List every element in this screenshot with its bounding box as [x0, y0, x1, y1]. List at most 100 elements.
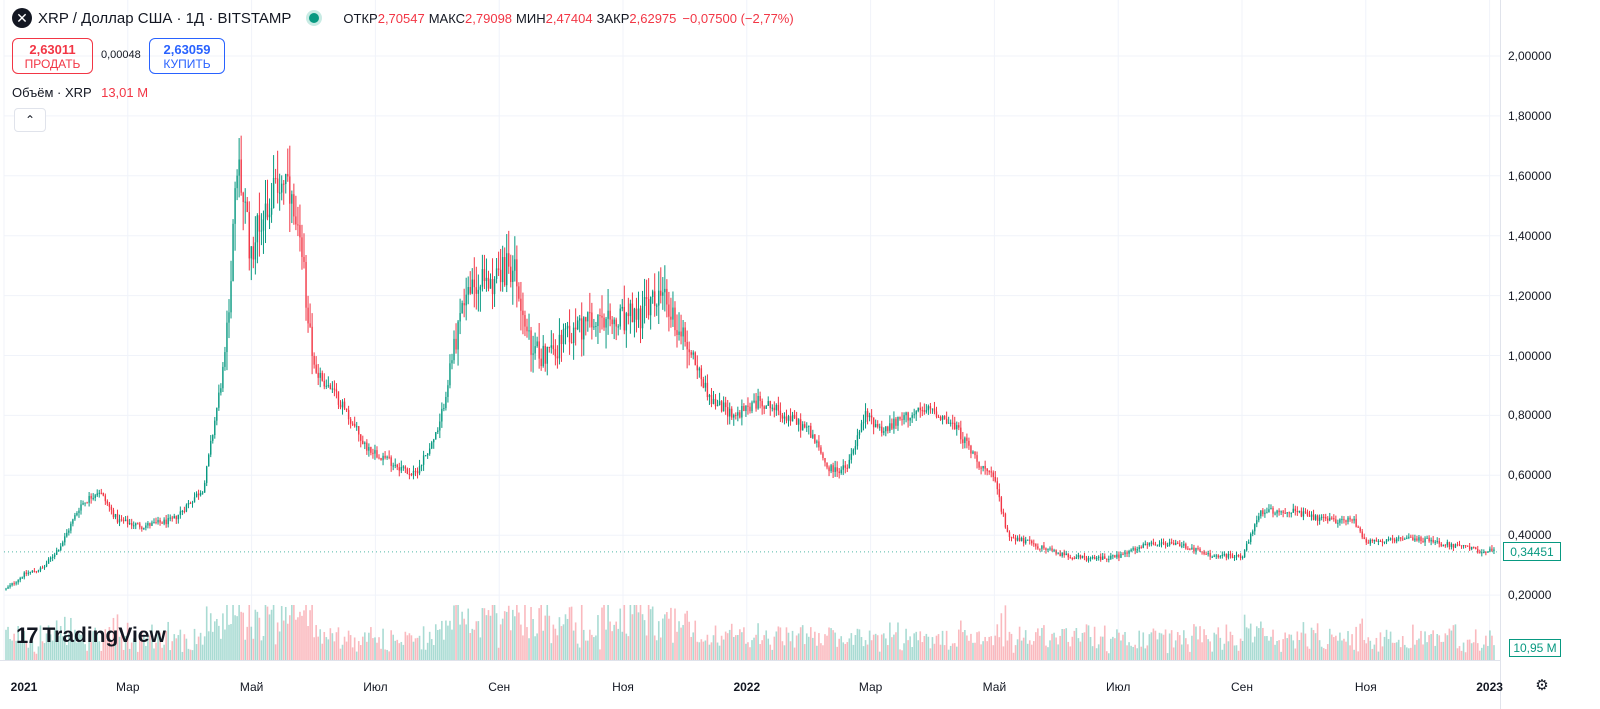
volume-bar — [1306, 646, 1309, 660]
candle — [433, 438, 435, 449]
volume-bar — [627, 636, 630, 660]
candle — [23, 571, 25, 580]
candle-body — [483, 269, 486, 282]
candle — [1146, 542, 1149, 549]
volume-bar — [641, 614, 644, 660]
candle-body — [570, 342, 573, 344]
candle-body — [1470, 546, 1473, 550]
volume-bar — [955, 646, 958, 660]
volume-bar — [1476, 643, 1479, 660]
symbol-title[interactable]: XRP / Доллар США · 1Д · BITSTAMP — [38, 9, 292, 27]
volume-bar — [1446, 635, 1449, 660]
candle-body — [1108, 558, 1110, 560]
candle-body — [264, 203, 267, 220]
candle-body — [230, 281, 232, 313]
volume-bar — [169, 650, 172, 660]
candle-body — [313, 355, 315, 365]
candle — [1237, 554, 1240, 558]
candle — [224, 346, 226, 371]
candle-body — [1142, 544, 1144, 548]
candle — [256, 213, 259, 264]
candle-body — [771, 407, 773, 409]
candle — [1351, 518, 1353, 524]
candle-body — [824, 458, 826, 463]
volume-bar — [1339, 632, 1341, 660]
candle — [814, 433, 816, 444]
buy-button[interactable]: 2,63059 КУПИТЬ — [149, 38, 225, 74]
volume-bar — [1264, 636, 1266, 660]
volume-bar — [483, 608, 486, 660]
candle — [1278, 508, 1280, 516]
candle-body — [343, 401, 346, 409]
candle — [720, 400, 723, 413]
candle-body — [639, 308, 642, 329]
candle-body — [246, 201, 248, 212]
candle-body — [980, 467, 982, 469]
candle — [1448, 541, 1451, 550]
volume-legend[interactable]: Объём · XRP 13,01 M — [12, 85, 148, 100]
candle-body — [733, 415, 735, 418]
candle-body — [321, 372, 323, 381]
candle — [1389, 537, 1392, 541]
candle — [1164, 541, 1167, 549]
candle-body — [804, 424, 806, 428]
candle — [153, 518, 155, 524]
volume-bar — [783, 645, 786, 660]
volume-bar — [439, 629, 441, 660]
candle-body — [1024, 539, 1027, 544]
chevron-up-icon[interactable]: ⌃ — [14, 108, 46, 132]
volume-bar — [1448, 628, 1451, 660]
volume-bar — [889, 622, 891, 660]
candle-body — [668, 304, 670, 317]
volume-bar — [917, 640, 920, 660]
candle — [1341, 515, 1343, 524]
candle-body — [382, 455, 384, 461]
candle — [497, 251, 500, 277]
volume-bar — [404, 631, 407, 660]
candle-body — [1318, 517, 1321, 521]
candle — [25, 569, 27, 577]
candle-body — [1410, 536, 1412, 538]
candle — [919, 402, 921, 418]
volume-bar — [518, 612, 520, 660]
candle — [759, 391, 761, 409]
gear-icon[interactable]: ⚙ — [1535, 677, 1549, 694]
candle — [684, 321, 686, 347]
candle-body — [656, 305, 658, 307]
candle — [706, 374, 709, 401]
volume-bar — [1387, 639, 1390, 660]
candle-body — [1357, 526, 1359, 528]
volume-bar — [570, 606, 573, 660]
volume-bar — [1134, 644, 1136, 660]
volume-bar — [984, 636, 986, 660]
volume-bar — [872, 634, 875, 660]
volume-bar — [1035, 632, 1037, 660]
volume-bar — [1055, 637, 1057, 660]
volume-bar — [1304, 633, 1307, 660]
market-status-icon[interactable] — [309, 13, 320, 23]
candle — [92, 493, 94, 501]
volume-bar — [976, 632, 978, 660]
candle — [173, 513, 175, 519]
candle — [169, 514, 171, 522]
candle — [358, 425, 360, 442]
tradingview-logo[interactable]: 17 TradingView — [16, 623, 166, 649]
candle-body — [751, 402, 753, 412]
candle-body — [1282, 511, 1284, 513]
candle-body — [451, 360, 453, 364]
candle-body — [1091, 557, 1094, 559]
candle — [197, 489, 200, 500]
candle-body — [808, 425, 810, 427]
candle — [637, 291, 640, 328]
candle-body — [1397, 537, 1400, 539]
candle — [431, 440, 433, 450]
candle — [244, 188, 246, 224]
volume-bar — [256, 611, 259, 660]
sell-button[interactable]: 2,63011 ПРОДАТЬ — [12, 38, 93, 74]
candle — [216, 407, 218, 426]
candle-body — [1041, 545, 1043, 549]
close-circle-icon[interactable]: ✕ — [12, 8, 32, 28]
candle — [130, 518, 133, 530]
volume-bar — [546, 605, 549, 660]
